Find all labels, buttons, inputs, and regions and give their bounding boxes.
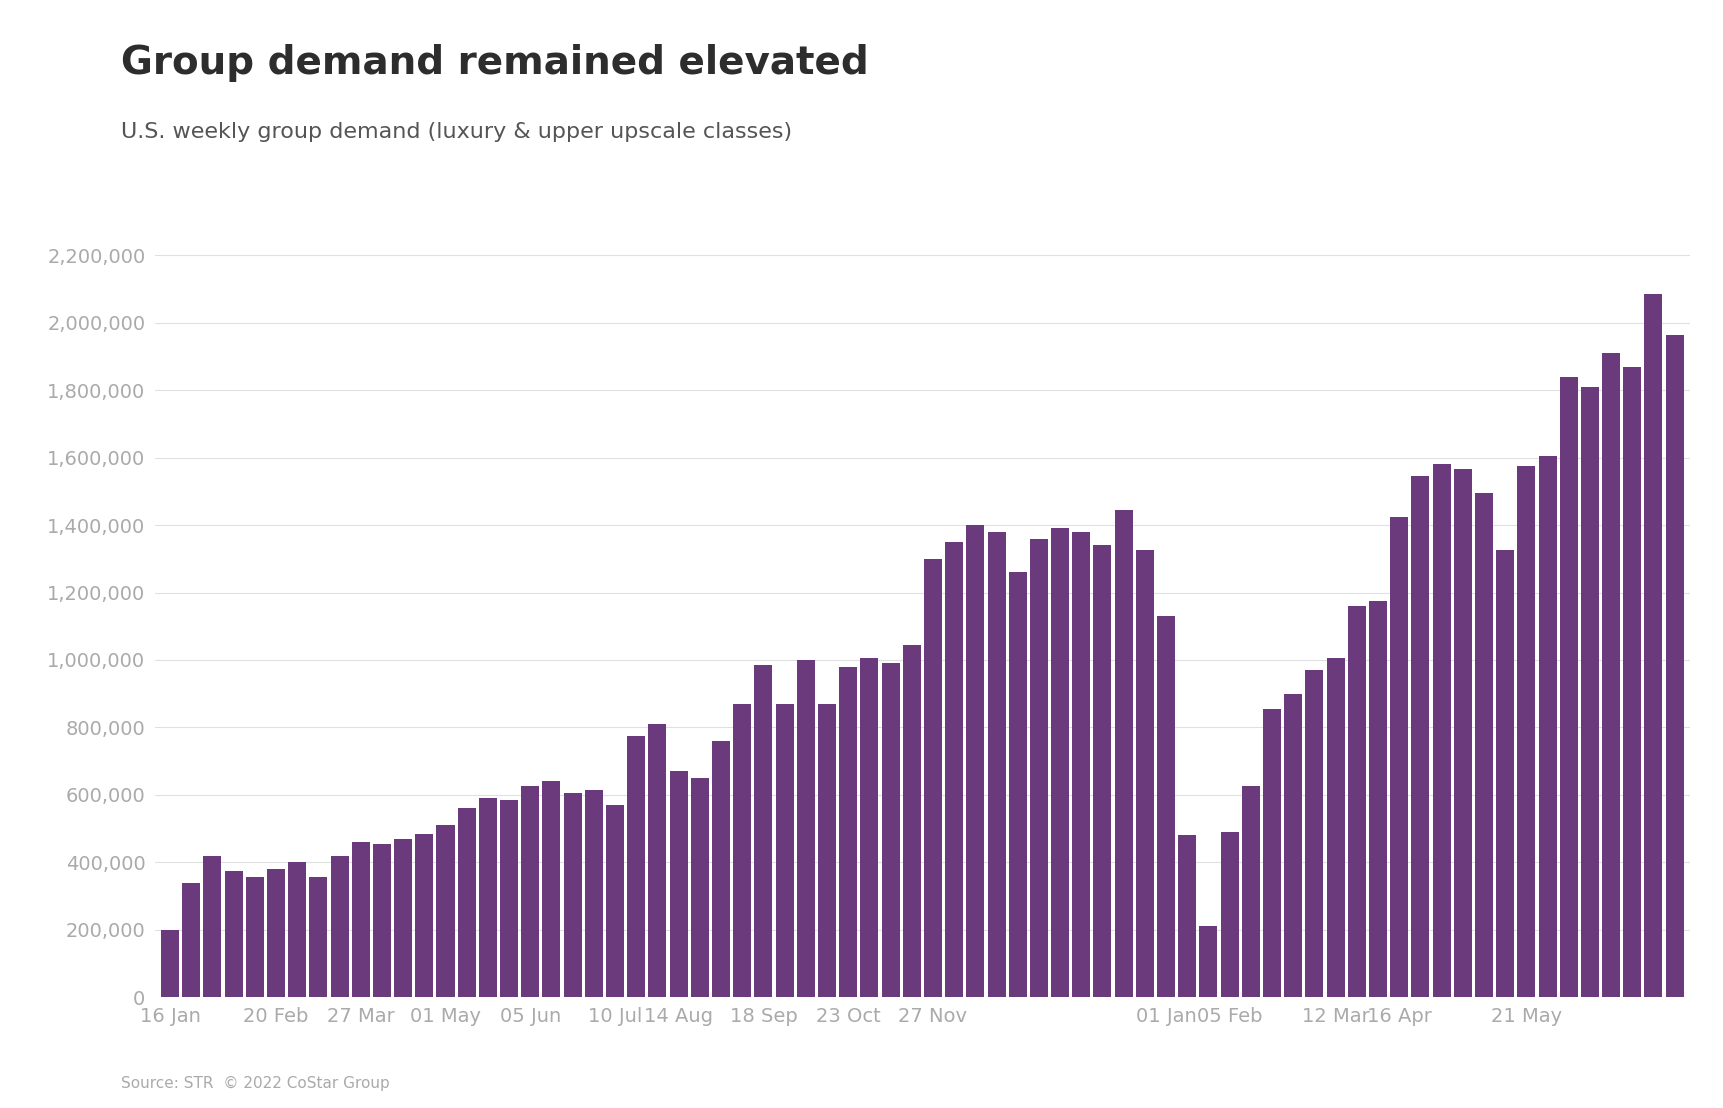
Bar xyxy=(1029,538,1048,997)
Bar xyxy=(246,878,264,997)
Bar xyxy=(796,660,815,997)
Bar xyxy=(775,704,793,997)
Bar xyxy=(224,871,243,997)
Bar xyxy=(880,664,899,997)
Bar xyxy=(372,844,391,997)
Bar xyxy=(479,798,496,997)
Bar xyxy=(1325,658,1344,997)
Bar xyxy=(288,862,307,997)
Bar xyxy=(1559,377,1577,997)
Bar xyxy=(669,771,687,997)
Bar xyxy=(712,741,729,997)
Bar xyxy=(967,525,984,997)
Bar xyxy=(839,667,856,997)
Bar xyxy=(1135,551,1153,997)
Bar xyxy=(436,825,455,997)
Bar xyxy=(183,883,200,997)
Bar xyxy=(903,645,920,997)
Bar xyxy=(1496,551,1513,997)
Bar xyxy=(1284,694,1301,997)
Bar xyxy=(351,842,369,997)
Bar xyxy=(1092,545,1111,997)
Bar xyxy=(924,558,941,997)
Bar xyxy=(606,806,624,997)
Bar xyxy=(1304,670,1323,997)
Bar xyxy=(1347,606,1365,997)
Bar xyxy=(1008,573,1027,997)
Bar xyxy=(944,542,963,997)
Bar xyxy=(648,724,667,997)
Bar xyxy=(1623,367,1640,997)
Bar xyxy=(1263,709,1280,997)
Text: Source: STR  © 2022 CoStar Group: Source: STR © 2022 CoStar Group xyxy=(121,1076,389,1091)
Bar xyxy=(584,790,603,997)
Text: U.S. weekly group demand (luxury & upper upscale classes): U.S. weekly group demand (luxury & upper… xyxy=(121,122,791,142)
Bar xyxy=(1537,456,1556,997)
Bar xyxy=(1389,516,1408,997)
Bar xyxy=(1220,832,1237,997)
Text: Group demand remained elevated: Group demand remained elevated xyxy=(121,44,868,82)
Bar xyxy=(267,869,284,997)
Bar xyxy=(1199,926,1216,997)
Bar xyxy=(817,704,836,997)
Bar xyxy=(160,930,179,997)
Bar xyxy=(627,736,644,997)
Bar xyxy=(1115,510,1132,997)
Bar xyxy=(500,800,519,997)
Bar xyxy=(987,532,1005,997)
Bar xyxy=(1051,529,1068,997)
Bar xyxy=(1664,335,1683,997)
Bar xyxy=(1580,387,1597,997)
Bar xyxy=(1644,294,1661,997)
Bar xyxy=(415,833,432,997)
Bar xyxy=(1368,601,1387,997)
Bar xyxy=(732,704,751,997)
Bar xyxy=(1072,532,1089,997)
Bar xyxy=(395,839,412,997)
Bar xyxy=(308,878,327,997)
Bar xyxy=(1411,476,1428,997)
Bar xyxy=(1241,787,1260,997)
Bar xyxy=(563,793,581,997)
Bar xyxy=(1601,353,1620,997)
Bar xyxy=(860,658,877,997)
Bar xyxy=(1516,466,1535,997)
Bar xyxy=(331,855,348,997)
Bar xyxy=(543,781,560,997)
Bar xyxy=(1156,616,1175,997)
Bar xyxy=(691,778,708,997)
Bar xyxy=(520,787,539,997)
Bar xyxy=(203,855,221,997)
Bar xyxy=(1432,464,1449,997)
Bar xyxy=(1475,493,1492,997)
Bar xyxy=(1177,835,1196,997)
Bar xyxy=(457,809,476,997)
Bar xyxy=(755,665,772,997)
Bar xyxy=(1452,470,1471,997)
